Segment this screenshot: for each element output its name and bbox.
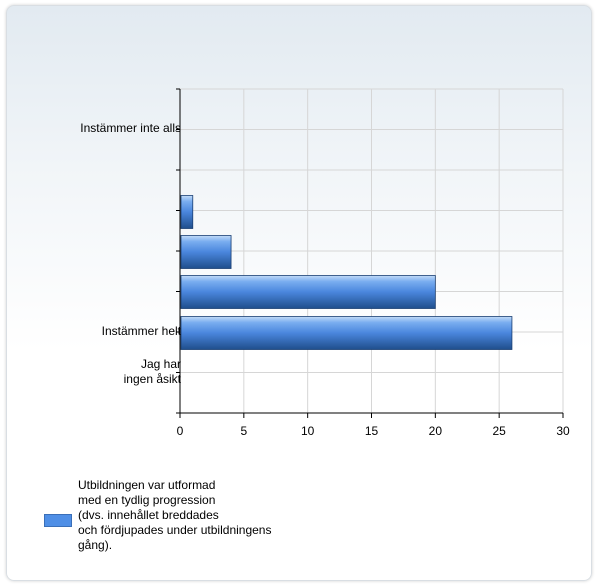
x-tick-label: 10 <box>300 424 315 438</box>
x-tick-label: 20 <box>428 424 442 438</box>
category-label: Instämmer helt <box>101 323 181 338</box>
category-label: Instämmer inte alls <box>80 120 181 135</box>
legend-swatch <box>44 514 72 527</box>
x-tick-label: 30 <box>556 424 570 438</box>
bar <box>180 316 513 350</box>
category-label: Jag har ingen åsikt <box>123 357 181 386</box>
x-tick-label: 5 <box>240 424 248 438</box>
x-tick-label: 0 <box>176 424 184 438</box>
x-tick-label: 25 <box>492 424 506 438</box>
bar <box>180 235 232 269</box>
legend-label: Utbildningen var utformad med en tydlig … <box>78 478 272 552</box>
bar <box>180 275 436 309</box>
x-tick-label: 15 <box>364 424 379 438</box>
bar <box>180 195 194 229</box>
